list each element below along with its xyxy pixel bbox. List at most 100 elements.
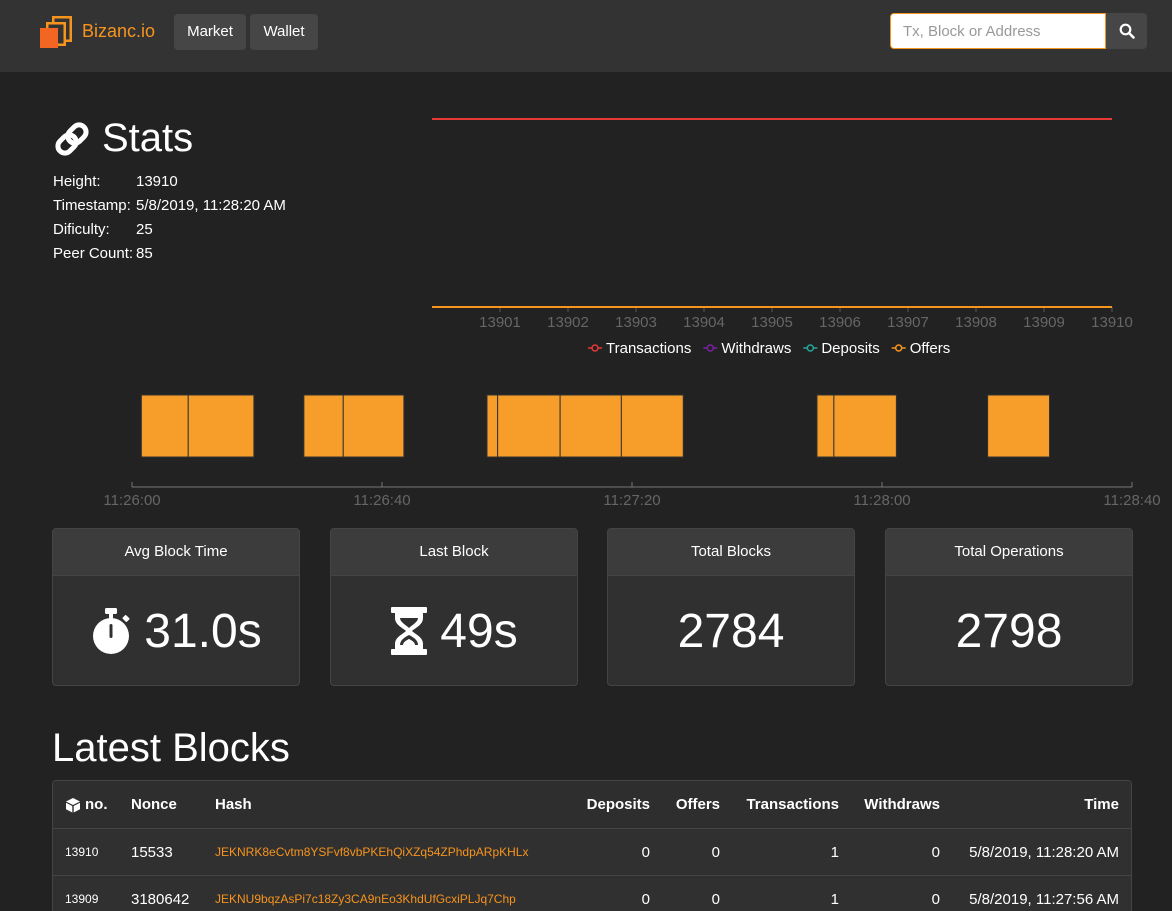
timeline-block[interactable] xyxy=(559,394,622,458)
stats-heading: Stats xyxy=(52,116,193,161)
header-offers: Offers xyxy=(675,796,720,813)
x-tick-label: 13906 xyxy=(819,314,861,331)
last-block-value: 49s xyxy=(440,604,518,658)
block-withdraws: 0 xyxy=(931,890,940,908)
stats-label: Peer Count: xyxy=(53,245,134,262)
stats-row-height: Height: 13910 xyxy=(53,172,286,196)
stats-value: 25 xyxy=(136,221,153,238)
card-title: Total Operations xyxy=(886,529,1132,576)
navbar: Bizanc.io Market Wallet xyxy=(0,0,1172,72)
header-deposits: Deposits xyxy=(586,796,650,813)
header-withdraws: Withdraws xyxy=(864,796,940,813)
legend-marker xyxy=(706,344,715,352)
header-no: no. xyxy=(65,781,108,828)
table-row: 13910 15533 JEKNRK8eCvtm8YSFvf8vbPKEhQiX… xyxy=(53,829,1131,876)
block-time: 5/8/2019, 11:27:56 AM xyxy=(969,890,1119,908)
stats-label: Dificulty: xyxy=(53,221,110,238)
total-blocks-card: Total Blocks 2784 xyxy=(607,528,855,686)
timeline-block[interactable] xyxy=(342,394,405,458)
timeline-block[interactable] xyxy=(987,394,1050,458)
header-hash: Hash xyxy=(215,796,252,813)
block-deposits: 0 xyxy=(641,843,650,861)
search-input[interactable] xyxy=(890,13,1106,49)
x-tick-label: 13904 xyxy=(683,314,725,331)
stats-value: 13910 xyxy=(136,173,178,190)
block-offers: 0 xyxy=(711,890,720,908)
block-nonce: 15533 xyxy=(131,843,173,861)
link-icon xyxy=(55,121,89,156)
legend-marker xyxy=(806,344,815,352)
hourglass-icon xyxy=(390,606,428,656)
timeline-block[interactable] xyxy=(140,394,189,458)
header-nonce: Nonce xyxy=(131,796,177,813)
stats-row-peer-count: Peer Count: 85 xyxy=(53,244,286,268)
stats-value: 85 xyxy=(136,245,153,262)
block-transactions: 1 xyxy=(830,890,839,908)
last-block-card: Last Block 49s xyxy=(330,528,578,686)
block-transactions: 1 xyxy=(830,843,839,861)
block-number: 13909 xyxy=(65,892,99,906)
timeline-tick-label: 11:26:00 xyxy=(103,492,160,509)
legend-label: Offers xyxy=(910,340,951,357)
total-blocks-value: 2784 xyxy=(677,604,785,658)
timeline-block[interactable] xyxy=(303,394,344,458)
timeline-block[interactable] xyxy=(187,394,255,458)
legend-label: Deposits xyxy=(821,340,879,357)
header-time: Time xyxy=(1084,796,1119,813)
card-title: Avg Block Time xyxy=(53,529,299,576)
cube-icon xyxy=(66,797,80,812)
total-operations-card: Total Operations 2798 xyxy=(885,528,1133,686)
timeline-tick-label: 11:26:40 xyxy=(353,492,410,509)
block-deposits: 0 xyxy=(641,890,650,908)
stats-row-timestamp: Timestamp: 5/8/2019, 11:28:20 AM xyxy=(53,196,286,220)
stats-table: Height: 13910 Timestamp: 5/8/2019, 11:28… xyxy=(53,172,286,268)
timeline-block[interactable] xyxy=(833,394,897,458)
wallet-button[interactable]: Wallet xyxy=(250,14,318,50)
latest-blocks-table: no. Nonce Hash Deposits Offers Transacti… xyxy=(52,780,1132,911)
x-tick-label: 13907 xyxy=(887,314,929,331)
total-operations-value: 2798 xyxy=(955,604,1063,658)
header-no-label: no. xyxy=(85,796,108,813)
table-row: 13909 3180642 JEKNU9bqzAsPi7c18Zy3CA9nEo… xyxy=(53,876,1131,911)
avg-block-time-card: Avg Block Time 31.0s xyxy=(52,528,300,686)
stats-label: Timestamp: xyxy=(53,197,131,214)
search-button[interactable] xyxy=(1106,13,1147,49)
table-header: no. Nonce Hash Deposits Offers Transacti… xyxy=(53,781,1131,829)
block-offers: 0 xyxy=(711,843,720,861)
timeline-block[interactable] xyxy=(816,394,835,458)
card-title: Last Block xyxy=(331,529,577,576)
legend-label: Withdraws xyxy=(721,340,791,357)
brand-name: Bizanc.io xyxy=(82,20,156,41)
block-withdraws: 0 xyxy=(931,843,940,861)
block-hash-link[interactable]: JEKNRK8eCvtm8YSFvf8vbPKEhQiXZq54ZPhdpARp… xyxy=(215,845,529,859)
stats-value: 5/8/2019, 11:28:20 AM xyxy=(136,197,286,214)
timeline-tick-label: 11:28:00 xyxy=(853,492,910,509)
timeline-tick-label: 11:28:40 xyxy=(1103,492,1160,509)
block-time: 5/8/2019, 11:28:20 AM xyxy=(969,843,1119,861)
x-tick-label: 13903 xyxy=(615,314,657,331)
x-tick-label: 13909 xyxy=(1023,314,1065,331)
brand-link[interactable]: Bizanc.io xyxy=(40,14,155,48)
stats-title: Stats xyxy=(102,116,194,160)
x-tick-label: 13910 xyxy=(1091,314,1133,331)
block-hash-link[interactable]: JEKNU9bqzAsPi7c18Zy3CA9nEo3KhdUfGcxiPLJq… xyxy=(215,892,516,906)
market-button[interactable]: Market xyxy=(174,14,246,50)
x-tick-label: 13905 xyxy=(751,314,793,331)
legend-marker xyxy=(591,344,599,352)
timeline-tick-label: 11:27:20 xyxy=(603,492,660,509)
header-transactions: Transactions xyxy=(746,796,839,813)
x-tick-label: 13901 xyxy=(479,314,521,331)
stats-label: Height: xyxy=(53,173,101,190)
block-number: 13910 xyxy=(65,845,99,859)
timeline-block[interactable] xyxy=(486,394,499,458)
timeline-block[interactable] xyxy=(620,394,684,458)
avg-block-time-value: 31.0s xyxy=(144,604,262,658)
x-tick-label: 13908 xyxy=(955,314,997,331)
timeline-block[interactable] xyxy=(497,394,561,458)
legend-label: Transactions xyxy=(606,340,691,357)
stats-row-difficulty: Dificulty: 25 xyxy=(53,220,286,244)
operations-line-chart: 13901 13902 13903 13904 13905 13906 13907 13908… xyxy=(432,118,1133,357)
legend-marker xyxy=(894,344,903,352)
stopwatch-icon xyxy=(90,606,132,656)
latest-blocks-title: Latest Blocks xyxy=(52,726,290,770)
